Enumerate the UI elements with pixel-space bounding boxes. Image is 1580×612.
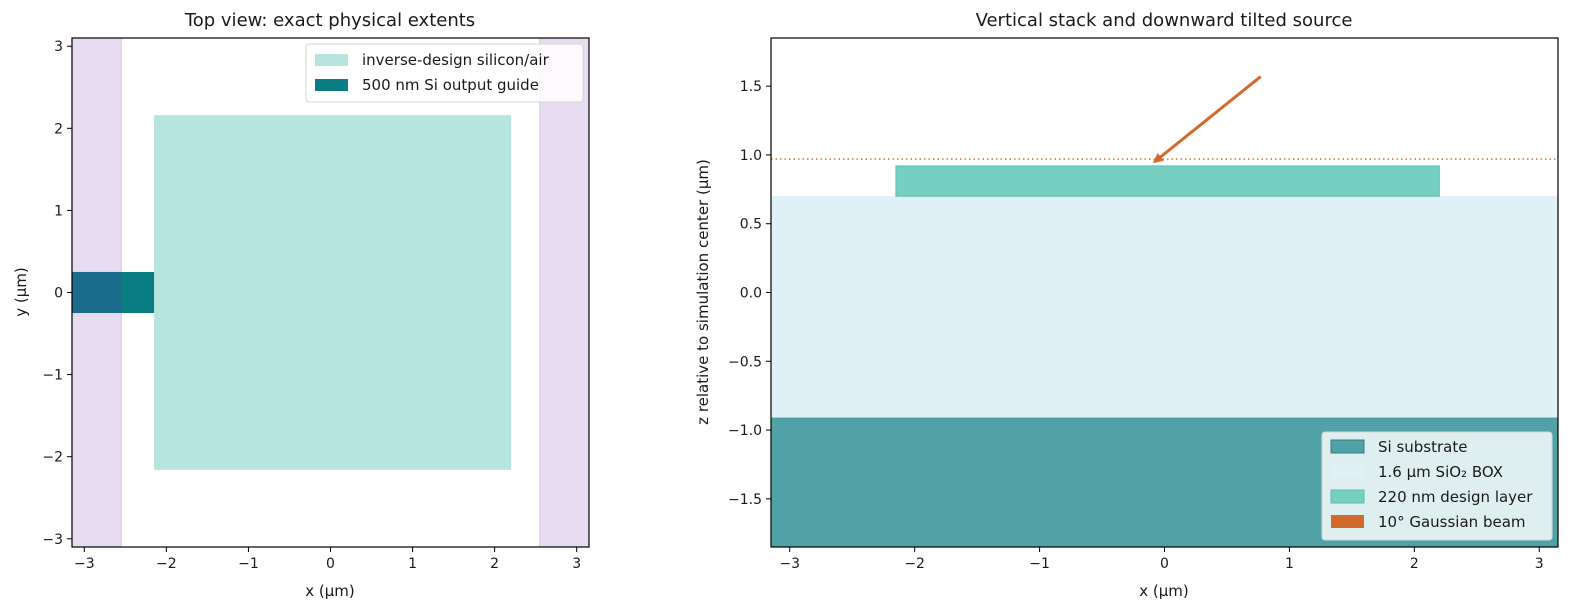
right-x-axis-label: x (µm) xyxy=(1139,582,1189,600)
left-y-ticks: −3 −2 −1 0 1 2 3 xyxy=(42,39,72,548)
left-y-tick-label: 0 xyxy=(54,286,63,302)
right-x-tick-label: 3 xyxy=(1535,556,1544,572)
vertical-stack-panel: Vertical stack and downward tilted sourc… xyxy=(694,10,1559,600)
right-x-tick-label: 0 xyxy=(1160,556,1169,572)
left-x-tick-label: −3 xyxy=(74,556,95,572)
right-x-tick-label: 2 xyxy=(1410,556,1419,572)
left-y-tick-label: 3 xyxy=(54,39,63,55)
right-y-tick-label: 1.0 xyxy=(740,148,762,164)
legend-label-sio2-box: 1.6 µm SiO₂ BOX xyxy=(1378,463,1503,481)
right-x-tick-label: −3 xyxy=(779,556,800,572)
left-y-axis-label: y (µm) xyxy=(12,267,30,317)
gaussian-beam-arrow xyxy=(1152,75,1262,164)
right-y-tick-label: 0.5 xyxy=(740,217,762,233)
legend-swatch-output-guide xyxy=(315,79,348,91)
legend-swatch-si-substrate xyxy=(1330,439,1365,454)
right-y-axis-label: z relative to simulation center (µm) xyxy=(694,159,712,425)
right-x-tick-label: −1 xyxy=(1029,556,1050,572)
right-legend: Si substrate 1.6 µm SiO₂ BOX 220 nm desi… xyxy=(1321,431,1553,541)
left-legend: inverse-design silicon/air 500 nm Si out… xyxy=(305,43,584,103)
left-waveguide-in-absorber xyxy=(72,271,122,314)
right-y-tick-label: −1.5 xyxy=(728,492,762,508)
right-legend-box xyxy=(1321,431,1553,541)
left-x-tick-label: 1 xyxy=(408,556,417,572)
legend-label-gaussian-beam: 10° Gaussian beam xyxy=(1378,513,1526,531)
legend-label-design-layer: 220 nm design layer xyxy=(1378,488,1533,506)
left-x-ticks: −3 −2 −1 0 1 2 3 xyxy=(74,547,581,572)
left-right-absorbing-region xyxy=(539,37,590,548)
right-y-tick-label: −1.0 xyxy=(728,423,762,439)
right-x-ticks: −3 −2 −1 0 1 2 3 xyxy=(779,547,1544,572)
left-x-tick-label: 2 xyxy=(490,556,499,572)
right-y-tick-label: 1.5 xyxy=(740,79,762,95)
right-y-tick-label: −0.5 xyxy=(728,354,762,370)
legend-label-output-guide: 500 nm Si output guide xyxy=(362,76,539,94)
left-chart-title: Top view: exact physical extents xyxy=(184,10,475,31)
left-y-tick-label: 2 xyxy=(54,121,63,137)
left-x-tick-label: −2 xyxy=(156,556,177,572)
left-design-region xyxy=(154,115,512,470)
legend-swatch-design-layer xyxy=(1330,489,1365,504)
right-regions xyxy=(770,165,1559,548)
right-sio2-box xyxy=(771,196,1558,418)
legend-swatch-design-region xyxy=(315,54,348,66)
left-y-tick-label: −2 xyxy=(42,450,63,466)
legend-label-si-substrate: Si substrate xyxy=(1378,438,1467,456)
left-y-tick-label: −3 xyxy=(42,532,63,548)
left-x-tick-label: 3 xyxy=(572,556,581,572)
right-x-tick-label: −2 xyxy=(904,556,925,572)
right-y-ticks: 1.5 1.0 0.5 0.0 −0.5 −1.0 −1.5 xyxy=(728,79,771,508)
left-x-tick-label: 0 xyxy=(326,556,335,572)
top-view-panel: Top view: exact physical extents −3 −2 −1 0… xyxy=(12,10,590,600)
left-legend-box xyxy=(305,43,584,103)
left-y-tick-label: −1 xyxy=(42,368,63,384)
left-y-tick-label: 1 xyxy=(54,203,63,219)
right-x-tick-label: 1 xyxy=(1285,556,1294,572)
left-x-axis-label: x (µm) xyxy=(305,582,355,600)
legend-swatch-gaussian-beam xyxy=(1331,515,1364,528)
left-regions xyxy=(71,37,590,548)
legend-swatch-sio2-box xyxy=(1331,465,1364,478)
legend-label-design-region: inverse-design silicon/air xyxy=(362,51,550,69)
left-x-tick-label: −1 xyxy=(238,556,259,572)
right-chart-title: Vertical stack and downward tilted sourc… xyxy=(976,10,1353,31)
right-y-tick-label: 0.0 xyxy=(740,286,762,302)
right-design-layer xyxy=(895,165,1440,197)
